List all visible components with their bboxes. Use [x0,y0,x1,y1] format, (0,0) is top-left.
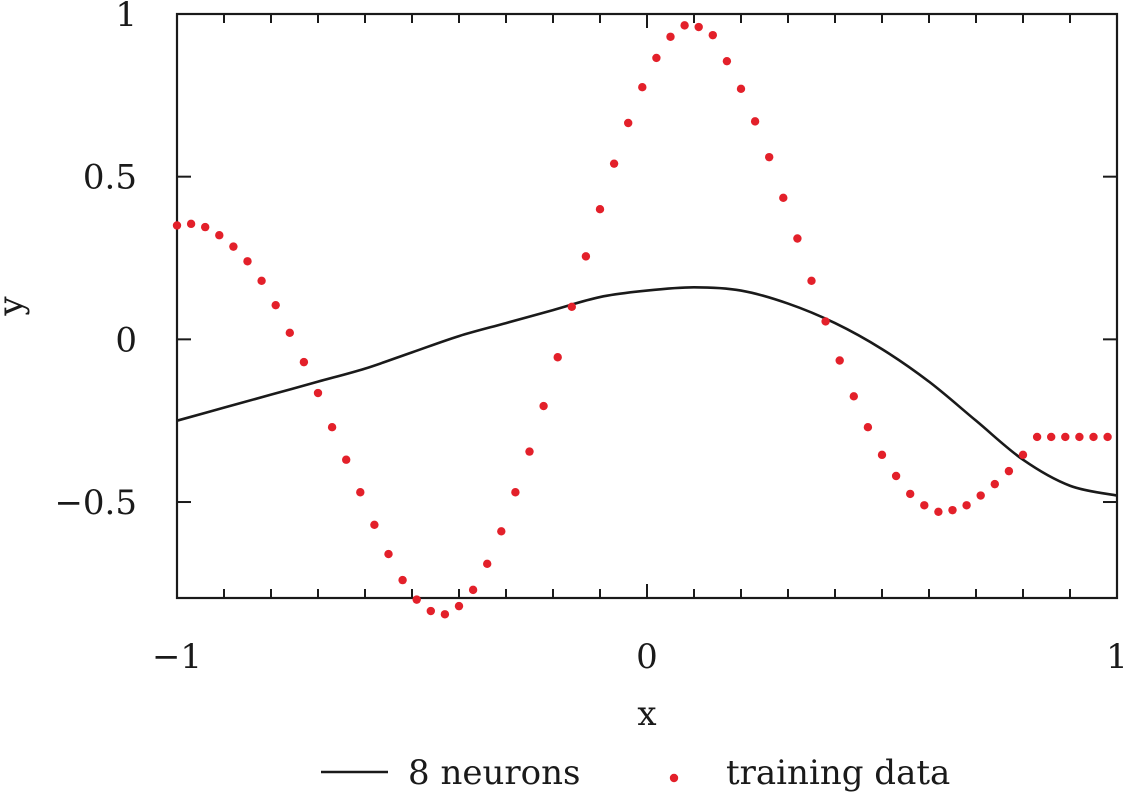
training-data-point [750,117,760,126]
training-data-point [948,505,957,515]
y-tick-label: 1 [115,0,137,35]
training-data-point [553,353,562,362]
training-data-point [680,21,689,30]
training-data-point [891,471,901,481]
training-data-point [666,32,675,41]
plot-area [175,12,1119,600]
training-data-point [412,595,421,604]
training-data-point [1032,432,1042,442]
training-data-point [201,222,210,232]
x-tick-label: 1 [1106,637,1128,677]
training-data-point [186,219,196,229]
training-data-point [426,606,435,616]
training-data-point [1103,432,1112,442]
training-data-point [849,392,858,401]
training-data-point [384,549,393,559]
training-data-point [863,422,873,432]
training-data-point [652,53,661,63]
training-data-point [299,357,309,367]
training-data-point [934,507,943,516]
x-tick-label: −1 [152,637,202,677]
training-data-point [722,56,732,66]
training-data-point [370,520,379,529]
training-data-point [215,231,224,240]
training-data-point [624,118,633,128]
training-data-point [313,388,323,398]
y-tick-label: −0.5 [54,483,137,523]
training-data-point [976,491,985,500]
training-data-point [327,422,337,432]
training-data-point [454,601,464,611]
x-axis: −1 0 1 [152,14,1128,677]
training-data-point [243,257,252,266]
training-data-point [271,300,280,310]
training-data-point [708,30,717,40]
training-data-point [581,252,591,261]
training-data-point [1004,466,1014,476]
training-data-point [172,221,182,230]
y-axis: −0.5 0 0.5 1 [54,0,1117,523]
y-tick-label: 0.5 [83,158,137,198]
training-data-point [765,152,774,162]
training-data-point [567,302,576,312]
training-data-point [1075,432,1084,442]
x-tick-label: 0 [636,637,658,677]
legend: 8 neurons training data [321,753,950,793]
series-layer [172,21,1118,619]
training-data-point [539,401,548,411]
legend-label-training: training data [726,753,950,793]
training-data-point [1061,432,1070,442]
training-data-point [1018,450,1028,460]
training-data-point [906,489,915,499]
legend-dot-swatch [669,773,679,783]
training-data-point [440,610,450,619]
training-data-point [779,193,788,203]
training-data-point [525,447,534,456]
training-data-point [511,488,520,497]
training-data-point [497,527,506,536]
y-tick-label: 0 [115,320,137,360]
training-data-point [736,84,746,94]
training-data-point [1047,432,1056,442]
y-axis-label: y [0,296,31,317]
training-data-point [877,450,887,460]
training-data-point [342,455,351,464]
training-data-point [257,276,266,285]
legend-label-model: 8 neurons [408,753,580,793]
training-data-point [468,585,478,595]
training-data-point [398,575,407,585]
training-data-point [483,559,492,569]
training-data-point [821,317,830,326]
training-data-point [609,159,619,168]
training-data-point [793,234,802,243]
training-data-point [285,328,294,338]
training-data-point [595,205,605,214]
training-data-point [990,479,999,489]
training-data-point [638,83,647,92]
training-data-point [962,501,971,510]
training-data-point [229,242,238,251]
training-data-point [835,356,844,365]
x-axis-label: x [637,694,656,734]
training-data-point [1089,432,1098,442]
training-data-point [694,22,703,32]
plot-frame [175,12,1119,600]
training-data-point [356,488,365,497]
series-line-8-neurons [176,285,1118,497]
training-data-point [920,501,929,510]
training-data-point [807,276,816,285]
